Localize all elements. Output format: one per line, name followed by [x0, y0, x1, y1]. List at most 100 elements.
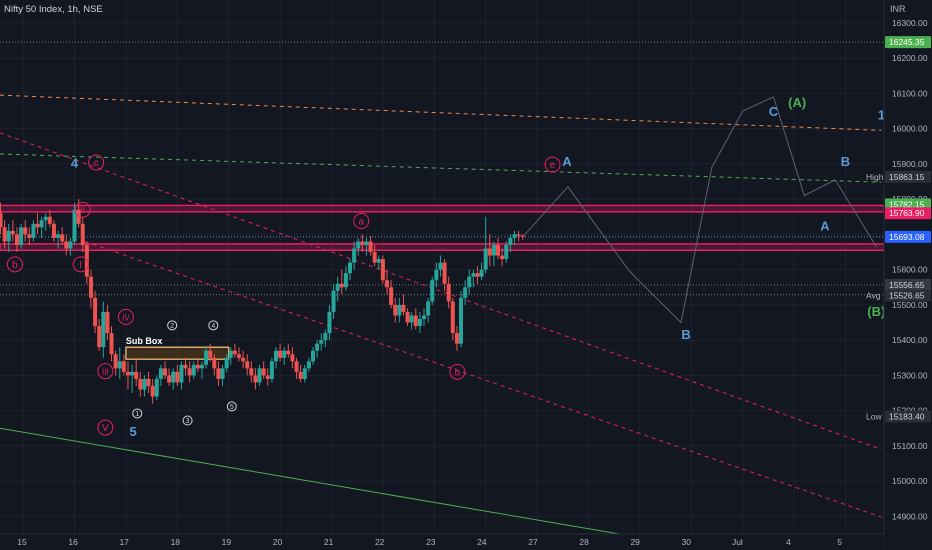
- candle-body: [459, 297, 464, 344]
- candle-body: [105, 311, 110, 334]
- x-tick-label: 29: [630, 537, 640, 547]
- candle-body: [68, 241, 73, 249]
- price-tag-caption: Low: [866, 411, 882, 421]
- x-axis-panel: [0, 534, 884, 550]
- x-tick-label: 17: [119, 537, 129, 547]
- candle-body: [368, 241, 373, 253]
- y-tick-label: 15600.00: [892, 265, 928, 275]
- price-zone: [0, 204, 885, 213]
- candle-body: [113, 354, 118, 369]
- candle-body: [315, 343, 320, 351]
- candle-body: [245, 361, 250, 369]
- candle-body: [204, 350, 209, 365]
- candle-body: [446, 283, 451, 302]
- trend-line: [0, 94, 882, 131]
- candle-body: [261, 368, 266, 376]
- wave-label-circle: [6, 256, 23, 273]
- candle-body: [167, 375, 172, 383]
- candle-body: [426, 301, 431, 316]
- price-zone: [0, 243, 885, 252]
- candle-body: [121, 361, 126, 372]
- candle-body: [471, 273, 476, 277]
- candle-body: [179, 364, 184, 383]
- sub-box-label: Sub Box: [126, 336, 163, 346]
- price-tag-text: 15782.15: [889, 199, 925, 209]
- wave-label-circle: [449, 363, 466, 380]
- candle-body: [93, 297, 98, 327]
- candle-body: [0, 213, 3, 228]
- candle-body: [434, 269, 439, 281]
- candle-body: [171, 371, 176, 383]
- candle-body: [376, 259, 381, 263]
- wave-label: 1: [878, 108, 885, 123]
- price-tag-text: 15526.65: [889, 290, 925, 300]
- wave-label-circle: [544, 156, 561, 173]
- candle-body: [298, 371, 303, 379]
- candle-body: [310, 350, 315, 362]
- candle-body: [191, 364, 196, 376]
- candle-body: [360, 241, 365, 245]
- candle-body: [232, 350, 237, 355]
- wave-label-circle: [74, 201, 91, 218]
- candle-body: [236, 354, 241, 358]
- price-tag-caption: Avg: [866, 290, 881, 300]
- candle-body: [146, 378, 151, 386]
- candle-body: [10, 230, 15, 235]
- candle-body: [109, 333, 114, 355]
- candle-body: [413, 315, 418, 327]
- wave-label-circle: [88, 154, 105, 171]
- x-tick-label: Jul: [732, 537, 743, 547]
- x-tick-label: 24: [477, 537, 487, 547]
- candle-body: [405, 311, 410, 323]
- candle-body: [380, 259, 385, 281]
- candle-body: [253, 375, 258, 383]
- candle-body: [134, 371, 139, 379]
- candle-body: [47, 216, 52, 224]
- y-tick-label: 15500.00: [892, 300, 928, 310]
- candle-body: [491, 244, 496, 256]
- y-axis-panel: [884, 0, 932, 550]
- candle-body: [306, 361, 311, 369]
- candle-body: [130, 371, 135, 376]
- candle-body: [142, 378, 147, 390]
- candle-body: [290, 354, 295, 362]
- candle-body: [294, 361, 299, 372]
- candle-body: [417, 318, 422, 327]
- wave-label: 2: [170, 323, 174, 330]
- candle-body: [72, 209, 77, 242]
- candle-body: [479, 269, 484, 277]
- wave-label: e: [550, 160, 556, 171]
- wave-label: I: [79, 260, 82, 271]
- candle-body: [516, 234, 521, 236]
- candle-body: [39, 220, 44, 228]
- x-tick-label: 28: [579, 537, 589, 547]
- candle-body: [23, 227, 28, 235]
- wave-label: III: [102, 368, 109, 377]
- candle-body: [331, 290, 336, 312]
- candle-body: [475, 273, 480, 277]
- price-tag-text: 15863.15: [889, 172, 925, 182]
- candle-body: [14, 234, 19, 245]
- candle-body: [508, 237, 513, 245]
- y-tick-label: 15000.00: [892, 476, 928, 486]
- price-tag-text: 15763.90: [889, 208, 925, 218]
- wave-label: B: [841, 154, 850, 169]
- price-tag-text: 16245.35: [889, 37, 925, 47]
- candle-body: [343, 273, 348, 288]
- trend-line: [0, 153, 882, 183]
- wave-label: A: [562, 154, 572, 169]
- candle-body: [352, 248, 357, 263]
- candle-body: [162, 368, 167, 376]
- candle-body: [397, 304, 402, 316]
- projection-path: [522, 96, 877, 324]
- wave-label-circle: [117, 308, 134, 325]
- candle-body: [430, 280, 435, 302]
- candle-body: [27, 234, 32, 238]
- candle-body: [487, 248, 492, 256]
- candle-body: [356, 241, 361, 249]
- price-tag: [885, 278, 931, 291]
- y-tick-label: 16000.00: [892, 124, 928, 134]
- price-tag-caption: High: [866, 172, 884, 182]
- candle-body: [348, 262, 353, 274]
